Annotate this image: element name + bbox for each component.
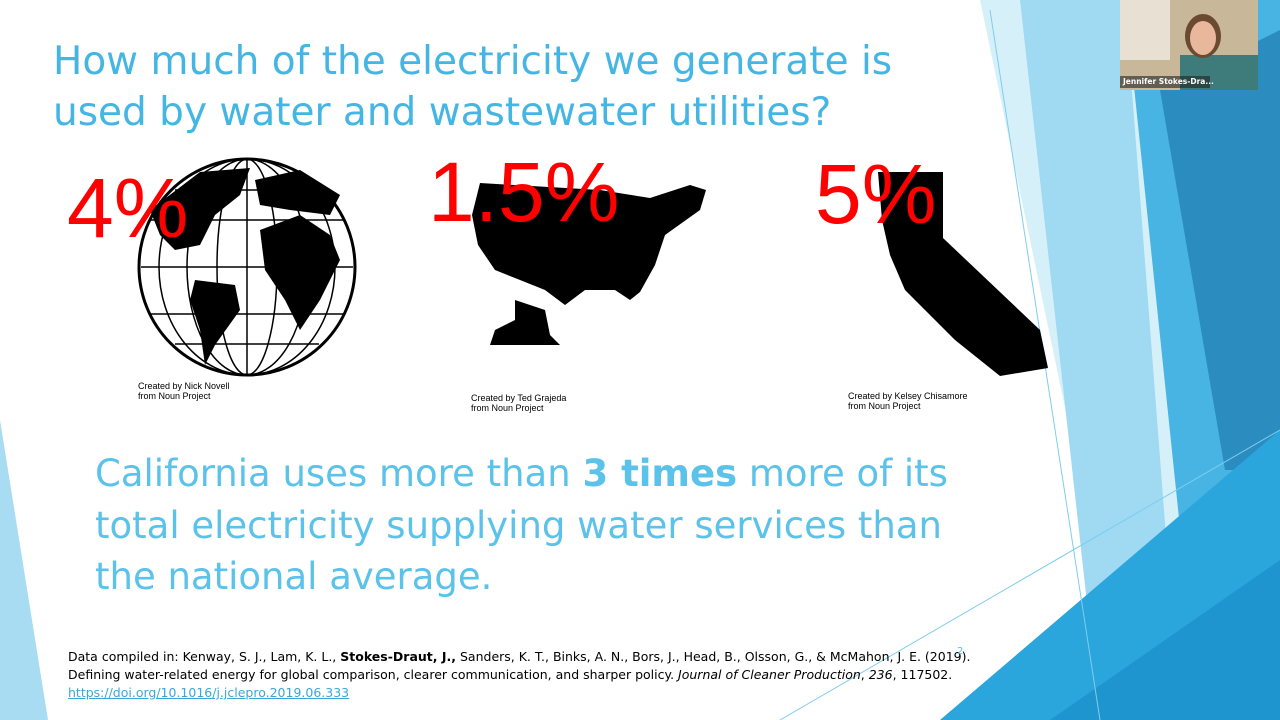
credit-line: from Noun Project: [138, 391, 211, 401]
citation-text: ,: [860, 667, 869, 682]
slide-number: 2: [957, 646, 964, 657]
citation-volume: 236: [868, 667, 893, 682]
citation: Data compiled in: Kenway, S. J., Lam, K.…: [68, 648, 998, 702]
icon-credit: Created by Kelsey Chisamore from Noun Pro…: [848, 391, 968, 411]
webcam-feed: [1120, 0, 1258, 90]
stat-value: 1.5%: [428, 145, 620, 239]
stat-value: 4%: [67, 161, 189, 255]
body-segment: California uses more than: [95, 452, 583, 495]
body-text: California uses more than 3 times more o…: [95, 448, 995, 603]
body-emphasis: 3 times: [582, 452, 738, 495]
usa-icon: [472, 183, 706, 345]
body-segment: more of its total electricity supplying …: [95, 452, 948, 598]
citation-text: Data compiled in: Kenway, S. J., Lam, K.…: [68, 649, 341, 664]
citation-text: , 117502.: [892, 667, 953, 682]
citation-text: Sanders, K. T., Binks, A. N., Bors, J., …: [68, 649, 971, 682]
citation-journal: Journal of Cleaner Production: [678, 667, 861, 682]
doi-link[interactable]: https://doi.org/10.1016/j.jclepro.2019.0…: [68, 685, 350, 700]
california-icon: [878, 172, 1048, 376]
credit-line: from Noun Project: [848, 401, 921, 411]
title-line: used by water and wastewater utilities?: [53, 90, 832, 135]
icon-credit: Created by Nick Novell from Noun Project: [138, 381, 230, 401]
icon-credit: Created by Ted Grajeda from Noun Project: [471, 393, 566, 413]
credit-line: Created by Nick Novell: [138, 381, 230, 391]
title-line: How much of the electricity we generate …: [53, 39, 893, 84]
credit-line: Created by Kelsey Chisamore: [848, 391, 968, 401]
citation-author: Stokes-Draut, J.,: [340, 649, 457, 664]
participant-name: Jennifer Stokes-Dra...: [1123, 77, 1214, 86]
slide-title: How much of the electricity we generate …: [53, 36, 892, 138]
stat-value: 5%: [815, 147, 937, 241]
credit-line: Created by Ted Grajeda: [471, 393, 567, 403]
credit-line: from Noun Project: [471, 403, 544, 413]
